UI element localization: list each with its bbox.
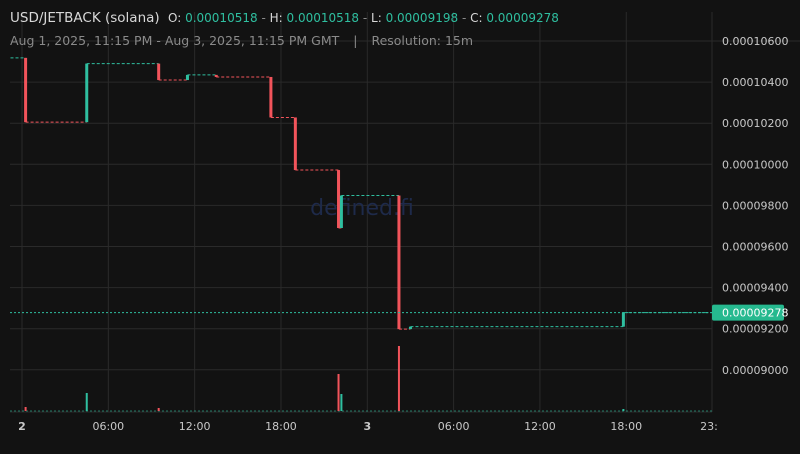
candle-body <box>621 312 625 327</box>
date-range: Aug 1, 2025, 11:15 PM - Aug 3, 2025, 11:… <box>10 33 340 48</box>
grid <box>10 12 800 413</box>
candle-body <box>157 63 161 81</box>
candle-body <box>397 195 401 330</box>
candle-body <box>293 117 297 171</box>
volume-bar <box>397 346 400 411</box>
price-tick-label: 0.00009600 <box>722 241 788 254</box>
high-value: 0.00010518 <box>286 11 360 25</box>
candle-body <box>24 57 28 123</box>
close-value: 0.00009278 <box>486 11 559 25</box>
time-tick-label: 18:00 <box>610 420 642 433</box>
legend-ohlc: USD/JETBACK (solana) O: 0.00010518 - H: … <box>10 10 559 26</box>
open-label: O: <box>167 11 182 25</box>
price-axis[interactable]: 0.00010600 0.00010400 0.00010200 0.00010000… <box>722 35 788 377</box>
open-value: 0.00010518 <box>185 11 258 25</box>
candle-body <box>185 74 189 81</box>
candles <box>10 57 712 330</box>
time-tick-label: 2 <box>18 420 26 433</box>
candle-body <box>339 195 343 229</box>
close-label: C: <box>470 11 483 25</box>
current-price-badge <box>712 304 784 321</box>
volume-bar <box>85 393 88 411</box>
price-tick-label: 0.00009000 <box>722 364 788 377</box>
separator: | <box>353 33 358 48</box>
current-price-label: 0.00009278 <box>722 307 788 320</box>
volume-bar <box>337 374 340 411</box>
high-label: H: <box>269 11 283 25</box>
low-label: L: <box>371 11 382 25</box>
candle-body <box>214 74 218 77</box>
candle-body <box>85 63 89 123</box>
volume-bar <box>24 407 27 411</box>
price-tick-label: 0.00009400 <box>722 282 788 295</box>
volume-bars <box>10 346 712 412</box>
time-tick-label: 12:00 <box>524 420 556 433</box>
price-tick-label: 0.00010200 <box>722 117 788 130</box>
candle-body <box>337 170 341 229</box>
price-tick-label: 0.00009200 <box>722 323 788 336</box>
time-tick-label: 3 <box>363 420 371 433</box>
pair-title: USD/JETBACK (solana) <box>10 10 160 26</box>
watermark: defined.fi <box>310 196 414 221</box>
current-price-line: 0.00009278 <box>10 304 788 321</box>
resolution: Resolution: 15m <box>371 33 474 48</box>
legend-range: Aug 1, 2025, 11:15 PM - Aug 3, 2025, 11:… <box>10 33 473 48</box>
price-tick-label: 0.00010000 <box>722 158 788 171</box>
time-tick-label: 12:00 <box>179 420 211 433</box>
volume-bar <box>157 408 160 411</box>
volume-bar <box>340 394 343 411</box>
time-tick-label: 06:00 <box>92 420 124 433</box>
price-tick-label: 0.00010400 <box>722 76 788 89</box>
time-tick-label: 18:00 <box>265 420 297 433</box>
candle-body <box>408 326 412 330</box>
time-tick-label: 06:00 <box>438 420 470 433</box>
volume-bar <box>622 409 625 411</box>
time-tick-label: 23: <box>700 420 718 433</box>
time-axis[interactable]: 2 06:00 12:00 18:00 3 06:00 12:00 18:00 23: <box>18 420 718 433</box>
price-tick-label: 0.00010600 <box>722 35 788 48</box>
low-value: 0.00009198 <box>385 11 459 25</box>
candle-body <box>269 76 273 118</box>
price-tick-label: 0.00009800 <box>722 199 788 212</box>
